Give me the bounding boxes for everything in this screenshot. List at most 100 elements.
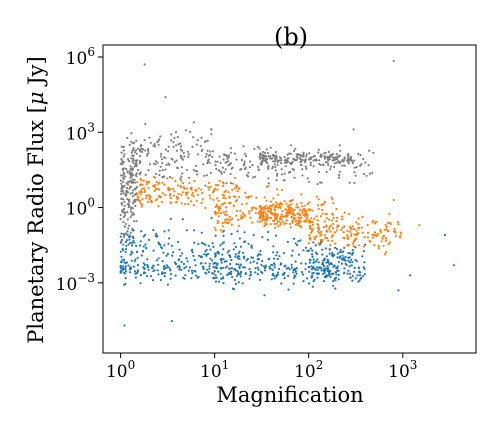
point-s0-c3 <box>265 160 268 163</box>
point-s2-c2 <box>335 247 338 250</box>
point-s2-c3 <box>312 261 315 264</box>
point-s1-c2 <box>299 213 302 216</box>
point-s0-c3 <box>297 154 300 157</box>
point-s1-c0 <box>153 189 156 192</box>
point-s2-c0 <box>185 265 188 268</box>
point-s0-c2 <box>253 147 256 150</box>
point-s1-c1 <box>225 210 228 213</box>
point-s0-c3 <box>348 159 351 162</box>
point-s2-c1 <box>263 294 266 297</box>
point-s0-c0 <box>131 202 134 205</box>
y-tick-label-2: 103 <box>66 120 95 144</box>
point-s0-c1 <box>200 136 203 139</box>
point-s0-c1 <box>174 131 178 134</box>
point-s2-c1 <box>223 260 226 263</box>
point-s2-c0 <box>124 248 128 251</box>
point-s2-c2 <box>336 252 339 255</box>
point-s1-c0 <box>139 183 142 186</box>
point-s1-c3 <box>350 228 353 231</box>
point-s1-c0 <box>227 191 230 194</box>
point-s0-c2 <box>249 160 252 163</box>
point-s1-c1 <box>231 188 234 191</box>
point-s0-c1 <box>203 174 206 177</box>
point-s2-c1 <box>251 256 254 259</box>
point-s1-c2 <box>300 226 303 229</box>
point-s2-c3 <box>129 266 132 269</box>
point-s0-c0 <box>132 213 135 216</box>
point-s2-c0 <box>191 251 194 254</box>
point-s1-c1 <box>216 221 220 224</box>
point-s1-c1 <box>243 213 246 216</box>
point-s1-c2 <box>268 216 271 219</box>
point-s0-c1 <box>176 135 179 139</box>
point-s0-c3 <box>302 151 305 154</box>
point-s2-c1 <box>261 260 264 263</box>
point-s2-c1 <box>295 272 298 275</box>
point-s1-c0 <box>192 195 195 198</box>
point-s1-c0 <box>170 201 173 204</box>
point-s0-c3 <box>295 155 298 158</box>
point-s2-c1 <box>239 275 242 278</box>
point-s1-c1 <box>247 195 251 198</box>
point-s1-c0 <box>211 191 215 194</box>
point-s2-c0 <box>163 244 166 247</box>
point-s1-c3 <box>388 241 391 244</box>
point-s0-c1 <box>180 175 183 178</box>
point-s1-c1 <box>263 196 266 199</box>
point-s0-c2 <box>252 176 255 179</box>
point-s1-c3 <box>373 234 376 237</box>
point-s2-c2 <box>340 262 343 265</box>
point-s2-c2 <box>309 247 312 250</box>
point-s1-c3 <box>387 243 390 246</box>
point-s2-c2 <box>327 259 330 263</box>
point-s2-c2 <box>360 276 363 280</box>
point-s1-c3 <box>347 243 350 246</box>
point-s0-c3 <box>335 152 338 156</box>
point-s1-c2 <box>284 208 288 211</box>
point-s2-c0 <box>180 260 183 264</box>
point-s1-c0 <box>216 188 219 191</box>
point-s1-c1 <box>255 207 258 210</box>
point-s1-c2 <box>294 220 297 223</box>
point-s2-c2 <box>353 270 356 273</box>
point-s2-c1 <box>238 255 241 258</box>
point-s1-c1 <box>308 201 311 204</box>
point-s2-c3 <box>208 267 211 270</box>
point-s0-c2 <box>359 153 362 157</box>
point-s0-c3 <box>300 158 303 162</box>
point-s2-c0 <box>139 244 142 247</box>
point-s2-c0 <box>163 271 166 275</box>
point-s1-c0 <box>172 194 175 197</box>
point-s2-c0 <box>152 229 155 232</box>
point-s1-c0 <box>208 194 211 197</box>
point-s1-c0 <box>148 195 151 198</box>
x-tick-label-3: 103 <box>388 358 417 382</box>
point-s0-c0 <box>127 227 130 230</box>
point-s1-c1 <box>281 188 284 192</box>
point-s0-c1 <box>156 141 159 144</box>
point-s0-c2 <box>231 166 234 169</box>
point-s1-c2 <box>293 214 296 217</box>
point-s0-c2 <box>229 182 232 185</box>
point-s0-c3 <box>262 155 265 158</box>
point-s1-c1 <box>289 206 292 209</box>
point-s0-c2 <box>220 172 223 175</box>
point-s2-c0 <box>131 241 134 244</box>
point-s0-c1 <box>172 145 175 148</box>
point-s2-c3 <box>276 271 280 274</box>
point-s1-c0 <box>169 197 172 200</box>
point-s1-c3 <box>382 235 385 238</box>
point-s0-c1 <box>207 159 210 163</box>
point-s1-c3 <box>333 231 336 234</box>
point-s0-c0 <box>129 165 132 168</box>
point-s2-c2 <box>317 261 320 264</box>
point-s2-c1 <box>233 278 237 281</box>
point-s0-c3 <box>324 151 327 154</box>
point-s2-c1 <box>242 266 245 269</box>
point-s1-c2 <box>292 210 295 213</box>
point-s2-c3 <box>178 264 181 267</box>
point-s1-c2 <box>299 224 302 227</box>
point-s0-c2 <box>219 161 222 164</box>
point-s0-c3 <box>293 149 296 153</box>
